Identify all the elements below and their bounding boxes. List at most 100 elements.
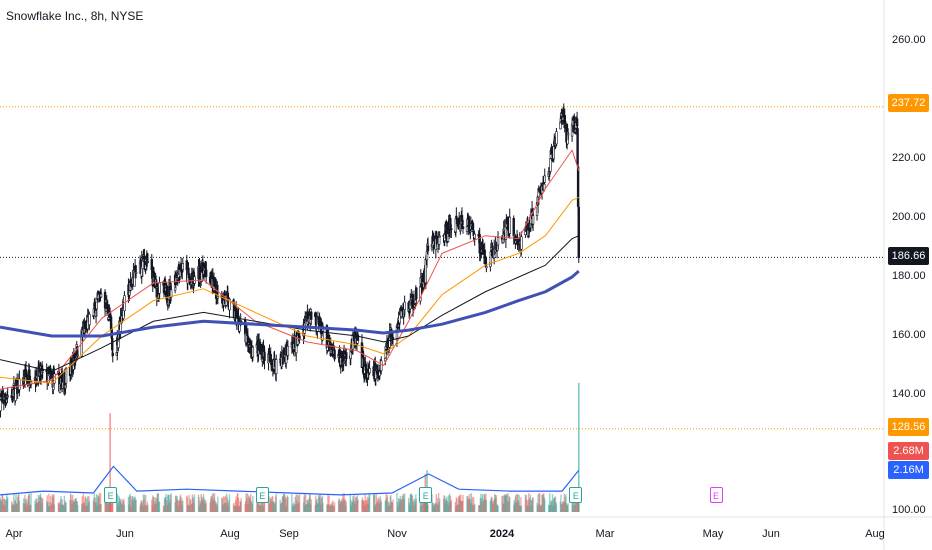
- volume-bar: [403, 493, 406, 512]
- earnings-marker-icon: E: [709, 487, 723, 503]
- volume-bar: [495, 495, 498, 512]
- candle-body: [310, 311, 313, 320]
- candle-body: [437, 236, 441, 245]
- candle-body: [64, 369, 68, 384]
- volume-bar: [368, 495, 371, 512]
- candle-body: [106, 304, 109, 316]
- volume-bar: [25, 498, 28, 512]
- volume-bar: [237, 497, 240, 512]
- volume-bar: [419, 498, 422, 512]
- volume-bar: [298, 493, 301, 512]
- candle-body: [461, 219, 464, 226]
- candle-body: [228, 298, 231, 311]
- candle-body: [333, 349, 336, 360]
- candle-body: [76, 354, 79, 357]
- volume-bar: [77, 504, 79, 512]
- volume-bar: [98, 493, 101, 512]
- price-tick-label: 180.00: [892, 270, 926, 282]
- volume-bar: [81, 496, 83, 512]
- earnings-marker-icon[interactable]: E: [419, 487, 433, 503]
- volume-bar: [112, 498, 114, 512]
- price-tick-label: 100.00: [892, 504, 926, 516]
- earnings-marker-icon[interactable]: E: [255, 487, 269, 503]
- volume-bar: [217, 496, 219, 512]
- volume-bar: [28, 494, 31, 512]
- candle-body: [508, 217, 511, 234]
- volume-bar: [450, 499, 453, 512]
- candle-body: [473, 233, 476, 239]
- volume-bar: [525, 494, 528, 512]
- volume-bar: [30, 493, 32, 512]
- candle-body: [391, 337, 395, 339]
- volume-bar: [186, 497, 189, 512]
- candle-body: [555, 131, 558, 145]
- volume-bar: [296, 494, 299, 512]
- volume-bar: [392, 499, 394, 512]
- earnings-marker-icon[interactable]: E: [104, 487, 118, 503]
- time-tick-label: Nov: [387, 528, 407, 540]
- volume-tag-average: 2.16M: [888, 461, 929, 479]
- time-tick-label: May: [702, 528, 724, 540]
- candle-body: [368, 368, 371, 374]
- candle-body: [181, 263, 185, 270]
- volume-bar: [41, 498, 44, 512]
- volume-bar: [84, 496, 87, 512]
- candle-body: [111, 338, 114, 351]
- candle-body: [576, 166, 580, 207]
- volume-bar: [327, 494, 329, 512]
- volume-bar: [123, 504, 126, 512]
- volume-bar: [438, 498, 441, 512]
- volume-spike: [577, 382, 580, 512]
- candle-body: [204, 269, 208, 277]
- candle-body: [273, 358, 276, 360]
- volume-bar: [345, 501, 347, 512]
- candle-body: [134, 272, 138, 274]
- volume-bar: [303, 493, 306, 512]
- volume-bar: [344, 499, 346, 512]
- volume-bar: [472, 497, 475, 512]
- candle-body: [95, 301, 98, 310]
- candle-body: [88, 313, 91, 326]
- volume-bar: [99, 493, 102, 512]
- time-tick-label: Mar: [595, 528, 615, 540]
- volume-bar: [170, 493, 172, 512]
- volume-bar: [427, 505, 429, 512]
- time-tick-label: Jun: [116, 528, 134, 540]
- volume-bar: [502, 495, 504, 512]
- candle-body: [577, 206, 580, 258]
- candle-body: [99, 293, 103, 298]
- volume-bar: [258, 497, 261, 512]
- volume-spike: [109, 413, 111, 512]
- volume-bar: [470, 493, 473, 512]
- earnings-marker-icon[interactable]: E: [569, 487, 583, 503]
- volume-bar: [305, 494, 307, 512]
- volume-bar: [15, 494, 17, 512]
- volume-bar: [415, 499, 418, 512]
- volume-bar: [181, 497, 183, 512]
- price-tick-label: 160.00: [892, 329, 926, 341]
- candle-body: [520, 236, 523, 250]
- volume-bar: [485, 500, 488, 512]
- volume-bar: [567, 503, 569, 512]
- volume-bar: [205, 502, 207, 512]
- candle-body: [450, 228, 453, 230]
- ma_long-line: [0, 269, 580, 338]
- volume-bar: [291, 494, 293, 512]
- volume-bar: [143, 494, 146, 512]
- volume-bar: [240, 497, 242, 512]
- ma_slow-line: [0, 235, 579, 372]
- candle-body: [543, 175, 546, 183]
- volume-bar: [357, 499, 359, 512]
- volume-bar: [3, 498, 6, 512]
- volume-tag-last: 2.68M: [888, 442, 929, 460]
- candle-body: [455, 215, 458, 218]
- volume-bar: [246, 493, 249, 512]
- volume-bar: [544, 499, 546, 512]
- candle-body: [461, 226, 465, 230]
- volume-bar: [529, 494, 532, 512]
- candle-body: [445, 221, 448, 239]
- volume-bar: [532, 497, 534, 512]
- volume-bar: [328, 495, 330, 512]
- volume-bar: [13, 494, 15, 512]
